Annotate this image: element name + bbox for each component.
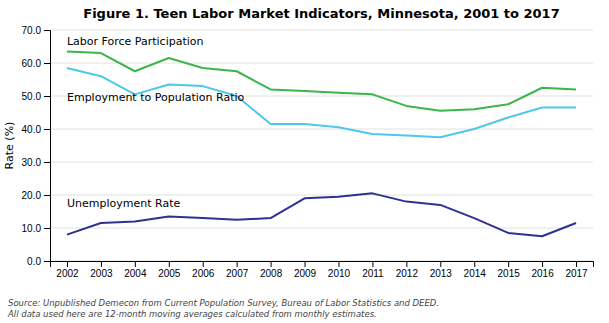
grid-line: [50, 63, 593, 64]
annotation: Labor Force Participation: [67, 35, 204, 48]
series-line: [67, 51, 576, 110]
x-tick-label: 2002: [56, 268, 79, 279]
x-tick: 2012: [396, 261, 419, 279]
y-tick: 50.0: [22, 91, 50, 102]
grid-line: [50, 129, 593, 130]
x-tick-label: 2013: [430, 268, 453, 279]
x-tick-mark: [169, 261, 170, 267]
x-tick: 2013: [430, 261, 453, 279]
x-tick-mark: [135, 261, 136, 267]
y-tick-label: 20.0: [22, 190, 42, 201]
x-tick-label: 2016: [531, 268, 554, 279]
annotation: Unemployment Rate: [67, 197, 181, 210]
x-tick: 2011: [362, 261, 384, 279]
y-axis-title: Rate (%): [3, 122, 16, 170]
x-tick-mark: [203, 261, 204, 267]
x-tick: 2007: [226, 261, 249, 279]
y-tick: 30.0: [22, 157, 50, 168]
y-tick: 0.0: [27, 256, 50, 267]
chart: 2002 2003 2004 2005 2006 2007 2008 2009 2010 2011…: [0, 0, 609, 323]
y-axis: 0.0 10.0 20.0 30.0 40.0 50.0 60.0 70.0: [22, 25, 51, 267]
x-tick-label: 2006: [192, 268, 215, 279]
x-tick-mark: [338, 261, 339, 267]
y-tick-mark: [44, 228, 50, 229]
grid-line: [50, 228, 593, 229]
x-tick: 2008: [260, 261, 283, 279]
y-tick-label: 60.0: [22, 58, 42, 69]
x-tick-mark: [271, 261, 272, 267]
plot: 2002 2003 2004 2005 2006 2007 2008 2009 2010 2011…: [22, 25, 594, 279]
x-tick: 2006: [192, 261, 215, 279]
annotation: Employment to Population Ratio: [67, 91, 245, 104]
x-tick-label: 2008: [260, 268, 283, 279]
source-note: All data used here are 12-month moving a…: [7, 309, 377, 319]
y-tick-label: 0.0: [27, 256, 41, 267]
grid: [50, 30, 593, 261]
y-tick-mark: [44, 195, 50, 196]
series-line: [67, 68, 576, 137]
y-tick: 20.0: [22, 190, 50, 201]
x-tick: 2005: [158, 261, 181, 279]
y-tick-mark: [44, 96, 50, 97]
x-tick-mark: [67, 261, 68, 267]
y-tick: 10.0: [22, 223, 50, 234]
x-tick-label: 2005: [158, 268, 181, 279]
title: Figure 1. Teen Labor Market Indicators, …: [83, 6, 559, 21]
x-tick-mark: [576, 261, 577, 267]
y-tick-label: 50.0: [22, 91, 42, 102]
x-tick-label: 2004: [124, 268, 147, 279]
x-tick: 2015: [498, 261, 521, 279]
x-tick: 2016: [531, 261, 554, 279]
x-axis: 2002 2003 2004 2005 2006 2007 2008 2009 2010 2011…: [51, 261, 594, 279]
grid-line: [50, 195, 593, 196]
x-tick-label: 2003: [90, 268, 113, 279]
y-tick-label: 40.0: [22, 124, 42, 135]
y-tick-label: 30.0: [22, 157, 42, 168]
y-tick-mark: [44, 30, 50, 31]
x-tick: 2003: [90, 261, 113, 279]
x-tick-label: 2015: [498, 268, 521, 279]
grid-line: [50, 30, 593, 31]
x-tick-mark: [406, 261, 407, 267]
y-tick-mark: [44, 261, 50, 262]
y-tick: 40.0: [22, 124, 50, 135]
x-axis-line: [51, 262, 594, 268]
y-tick-mark: [44, 63, 50, 64]
x-tick-mark: [542, 261, 543, 267]
x-tick: 2010: [328, 261, 351, 279]
x-tick-label: 2017: [565, 268, 588, 279]
x-tick: 2017: [565, 261, 588, 279]
x-tick-label: 2011: [362, 268, 384, 279]
y-tick-mark: [44, 162, 50, 163]
x-tick-mark: [305, 261, 306, 267]
x-tick-label: 2007: [226, 268, 249, 279]
x-tick-label: 2012: [396, 268, 419, 279]
x-tick-mark: [101, 261, 102, 267]
x-tick: 2004: [124, 261, 147, 279]
y-tick: 70.0: [22, 25, 50, 36]
y-tick: 60.0: [22, 58, 50, 69]
x-tick-label: 2014: [464, 268, 487, 279]
x-tick-mark: [508, 261, 509, 267]
y-tick-label: 10.0: [22, 223, 42, 234]
x-tick: 2002: [56, 261, 79, 279]
x-tick-label: 2010: [328, 268, 351, 279]
x-tick: 2014: [464, 261, 487, 279]
x-tick-mark: [237, 261, 238, 267]
y-tick-mark: [44, 129, 50, 130]
grid-line: [50, 162, 593, 163]
lines: [67, 51, 576, 236]
x-tick-mark: [372, 261, 373, 267]
x-tick: 2009: [294, 261, 317, 279]
source-note: Source: Unpublished Demecon from Current…: [8, 298, 439, 308]
x-tick-mark: [474, 261, 475, 267]
x-tick-mark: [440, 261, 441, 267]
x-tick-label: 2009: [294, 268, 317, 279]
series-line: [67, 193, 576, 236]
y-tick-label: 70.0: [22, 25, 42, 36]
y-axis-line: [44, 31, 51, 262]
